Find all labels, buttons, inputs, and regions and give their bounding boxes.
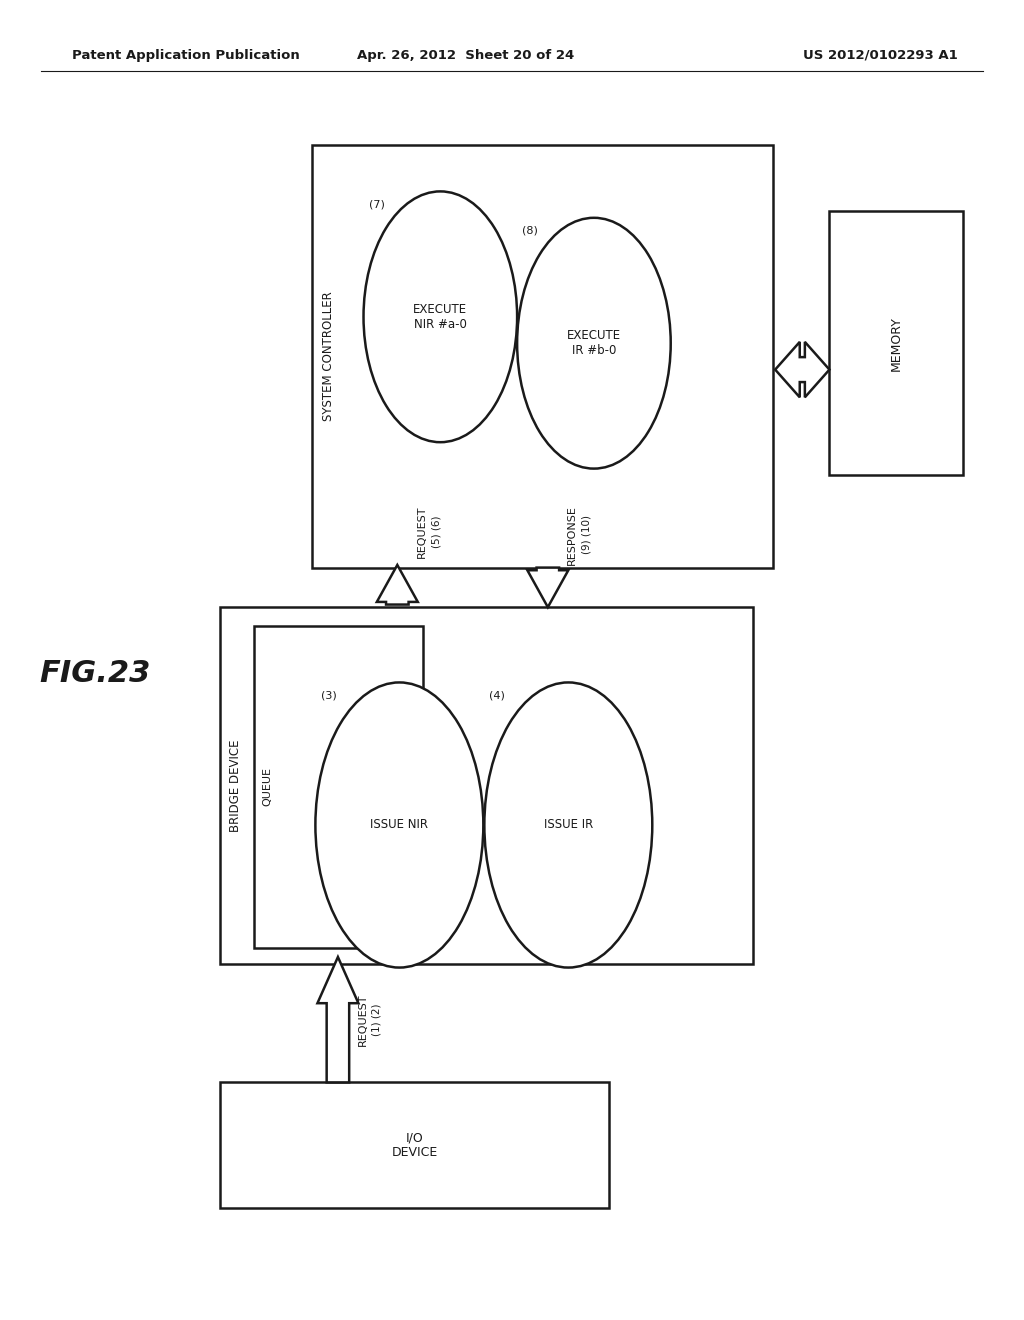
Bar: [312, 145, 773, 568]
Text: (1) (2): (1) (2): [372, 1003, 382, 1036]
Polygon shape: [527, 568, 568, 607]
Text: EXECUTE
IR #b-0: EXECUTE IR #b-0: [567, 329, 621, 358]
Polygon shape: [775, 342, 829, 397]
Bar: [220, 607, 753, 964]
Text: (8): (8): [522, 226, 539, 236]
Bar: [829, 211, 963, 475]
Text: QUEUE: QUEUE: [262, 767, 272, 807]
Text: ISSUE IR: ISSUE IR: [544, 818, 593, 832]
Bar: [254, 626, 423, 948]
Text: SYSTEM CONTROLLER: SYSTEM CONTROLLER: [323, 292, 335, 421]
Text: REQUEST: REQUEST: [417, 506, 427, 558]
Ellipse shape: [484, 682, 652, 968]
Text: REQUEST: REQUEST: [357, 994, 368, 1045]
Ellipse shape: [364, 191, 517, 442]
Text: EXECUTE
NIR #a-0: EXECUTE NIR #a-0: [414, 302, 467, 331]
Text: Apr. 26, 2012  Sheet 20 of 24: Apr. 26, 2012 Sheet 20 of 24: [357, 49, 574, 62]
Bar: [220, 1082, 609, 1208]
Text: US 2012/0102293 A1: US 2012/0102293 A1: [803, 49, 957, 62]
Text: BRIDGE DEVICE: BRIDGE DEVICE: [229, 739, 242, 832]
Text: RESPONSE: RESPONSE: [567, 504, 578, 565]
Text: MEMORY: MEMORY: [890, 315, 902, 371]
Text: (4): (4): [489, 690, 506, 701]
Polygon shape: [377, 565, 418, 605]
Text: I/O
DEVICE: I/O DEVICE: [391, 1131, 438, 1159]
Text: ISSUE NIR: ISSUE NIR: [371, 818, 428, 832]
Text: (7): (7): [369, 199, 385, 210]
Polygon shape: [317, 957, 358, 1082]
Ellipse shape: [517, 218, 671, 469]
Text: (3): (3): [321, 690, 336, 701]
Text: (5) (6): (5) (6): [431, 516, 441, 548]
Text: FIG.23: FIG.23: [40, 659, 151, 688]
Text: (9) (10): (9) (10): [582, 515, 592, 554]
Text: Patent Application Publication: Patent Application Publication: [72, 49, 299, 62]
Ellipse shape: [315, 682, 483, 968]
